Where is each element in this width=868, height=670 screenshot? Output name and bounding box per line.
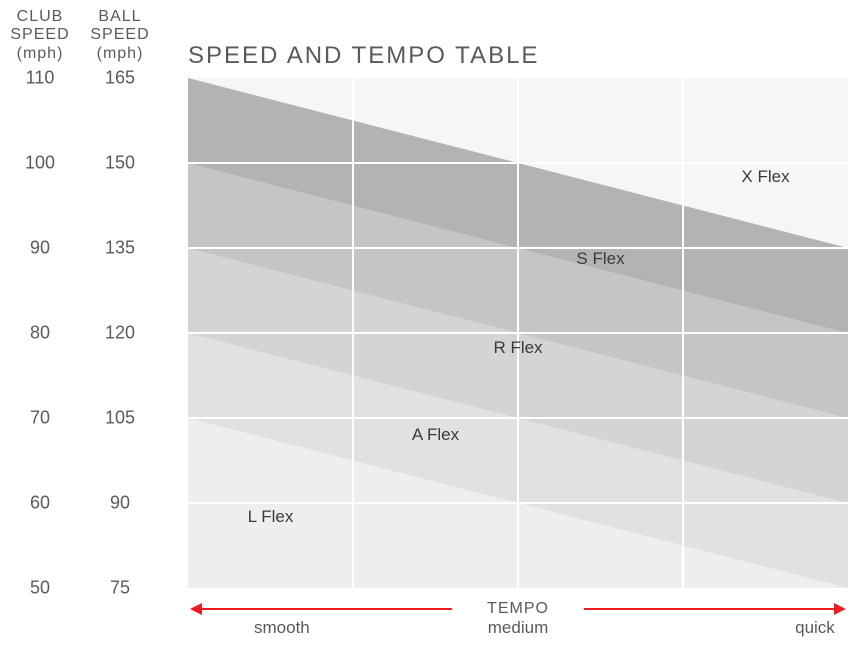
tempo-tick: smooth [254,618,310,638]
tempo-arrow-head [834,603,846,615]
flex-label: S Flex [576,249,624,269]
gridline-vertical [517,78,519,588]
ytick-club: 60 [10,492,70,513]
ytick-club: 80 [10,323,70,344]
ytick-club: 70 [10,408,70,429]
ytick-club: 50 [10,578,70,599]
plot-area: L Flex A Flex R Flex S Flex X Flex [188,78,848,588]
gridline-vertical [352,78,354,588]
tempo-arrow-head [190,603,202,615]
club-speed-header: CLUBSPEED(mph) [5,8,75,63]
ytick-ball: 165 [90,68,150,89]
chart-title: SPEED AND TEMPO TABLE [188,42,539,70]
gridline-vertical [682,78,684,588]
ytick-ball: 120 [90,323,150,344]
ytick-club: 100 [10,153,70,174]
ytick-ball: 135 [90,237,150,258]
flex-label: R Flex [493,338,542,358]
tempo-arrow-line [584,608,836,610]
tempo-tick: quick [795,618,835,638]
tempo-arrow-line [200,608,452,610]
ytick-ball: 105 [90,408,150,429]
ytick-club: 110 [10,68,70,89]
ball-speed-header: BALLSPEED(mph) [85,8,155,63]
ytick-ball: 75 [90,578,150,599]
flex-label: A Flex [412,425,459,445]
tempo-tick: medium [488,618,548,638]
flex-label: X Flex [741,167,789,187]
ytick-club: 90 [10,237,70,258]
chart-container: CLUBSPEED(mph) BALLSPEED(mph) SPEED AND … [0,0,868,670]
ytick-ball: 90 [90,492,150,513]
ytick-ball: 150 [90,153,150,174]
tempo-title: TEMPO [487,600,549,618]
tempo-axis: TEMPO smooth medium quick [188,600,848,650]
flex-label: L Flex [248,507,294,527]
